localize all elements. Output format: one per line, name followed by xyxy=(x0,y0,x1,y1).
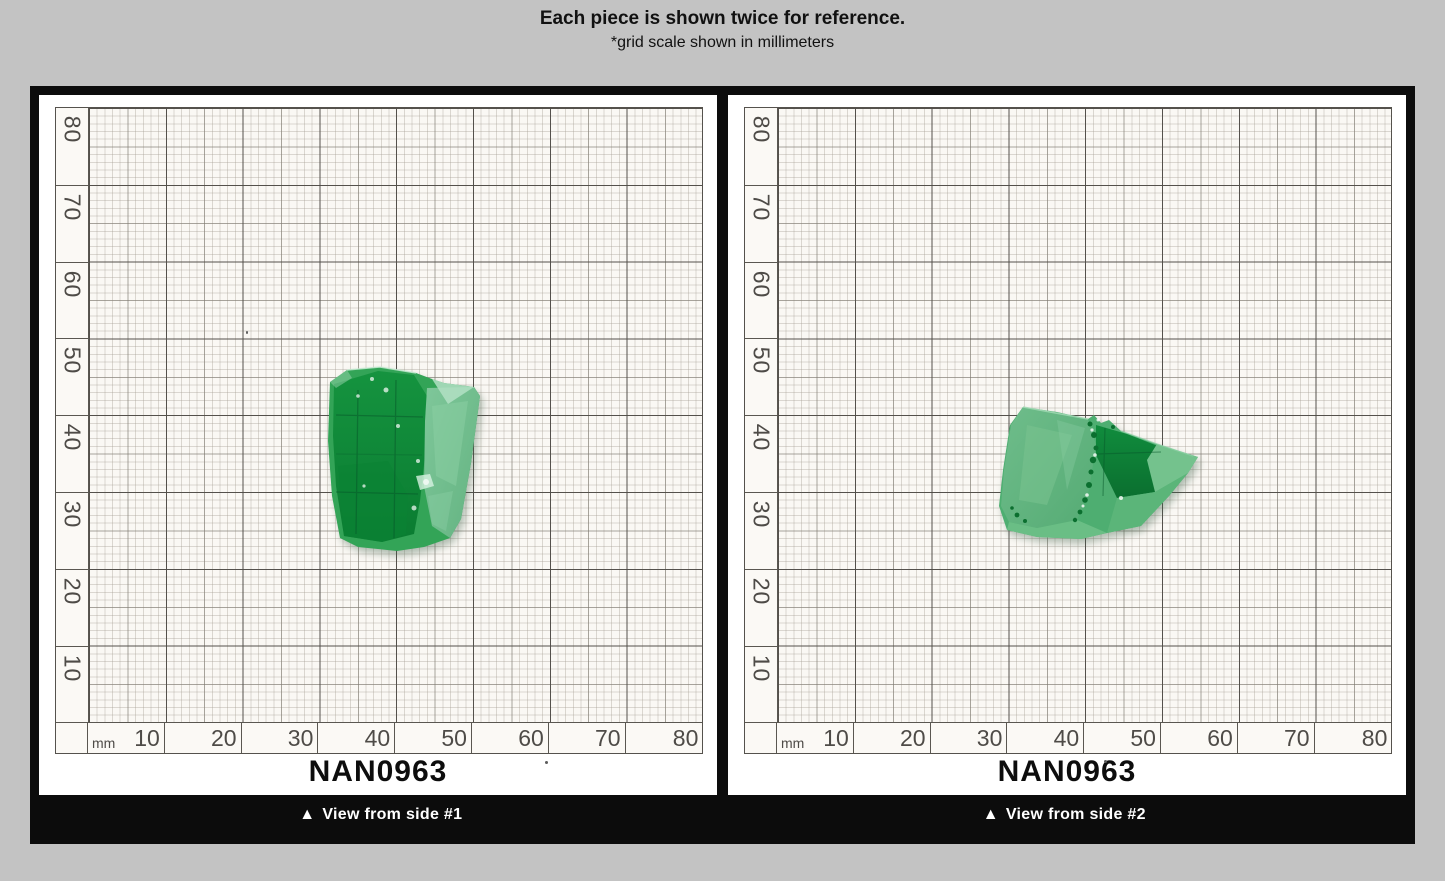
caption-text: View from side #1 xyxy=(322,806,463,823)
x-tick-label: 10 xyxy=(134,724,160,751)
y-tick-cell: 10 xyxy=(745,645,777,723)
y-tick-label: 70 xyxy=(748,193,775,222)
x-tick-label: 20 xyxy=(900,724,926,751)
x-tick-cell: 40 xyxy=(1007,723,1085,753)
x-tick-label: 20 xyxy=(211,724,237,751)
y-tick-cell: 60 xyxy=(745,261,777,339)
x-tick-label: 30 xyxy=(287,724,314,751)
y-tick-cell: 60 xyxy=(56,261,88,339)
mm-grid-side2 xyxy=(777,108,1392,723)
x-tick-cell: mm 10 xyxy=(88,723,165,753)
item-code-side1: NAN0963 xyxy=(308,755,448,788)
y-tick-label: 30 xyxy=(59,500,86,529)
item-code-side2: NAN0963 xyxy=(997,755,1137,788)
graph-paper-side2: 80 70 60 50 40 30 20 10 xyxy=(744,107,1393,755)
panel-side1: 80 70 60 50 40 30 20 10 xyxy=(39,95,717,795)
x-tick-cell: 80 xyxy=(1315,723,1392,753)
y-tick-cell: 20 xyxy=(745,568,777,646)
x-tick-label: 50 xyxy=(441,724,467,751)
dust-speck xyxy=(246,331,248,334)
gem-photo-side1 xyxy=(328,366,480,551)
photo-frame: 80 70 60 50 40 30 20 10 xyxy=(30,86,1415,844)
dust-speck xyxy=(545,761,548,764)
panels-row: 80 70 60 50 40 30 20 10 xyxy=(39,95,1406,795)
dust-speck xyxy=(1104,760,1107,763)
y-tick-cell: 50 xyxy=(56,338,88,415)
y-tick-label: 10 xyxy=(59,654,86,682)
y-tick-cell: 70 xyxy=(745,184,777,262)
y-tick-label: 60 xyxy=(748,270,775,298)
x-tick-label: 40 xyxy=(1053,724,1080,751)
x-axis-labels: mm 10 20 30 40 50 60 70 80 xyxy=(88,722,703,754)
x-tick-cell: 60 xyxy=(472,723,549,753)
x-tick-cell: 70 xyxy=(549,723,626,753)
y-tick-label: 50 xyxy=(59,347,86,375)
x-tick-cell: mm 10 xyxy=(777,723,854,753)
y-tick-label: 10 xyxy=(748,654,775,682)
x-tick-cell: 70 xyxy=(1238,723,1315,753)
y-tick-cell: 70 xyxy=(56,184,88,262)
y-tick-label: 60 xyxy=(59,270,86,298)
header-subtitle: *grid scale shown in millimeters xyxy=(610,33,835,51)
x-tick-label: 50 xyxy=(1130,724,1156,751)
y-tick-label: 80 xyxy=(748,115,775,144)
view-caption-side1: ▲ View from side #1 xyxy=(39,795,723,835)
y-axis-labels: 80 70 60 50 40 30 20 10 xyxy=(745,108,777,723)
x-tick-label: 60 xyxy=(1207,724,1233,751)
y-tick-cell: 30 xyxy=(745,491,777,569)
x-tick-label: 70 xyxy=(1283,724,1310,751)
x-tick-label: 80 xyxy=(1361,724,1388,751)
caption-text: View from side #2 xyxy=(1005,806,1146,823)
x-tick-cell: 80 xyxy=(626,723,703,753)
y-tick-label: 20 xyxy=(748,577,775,606)
x-tick-cell: 50 xyxy=(395,723,472,753)
x-tick-label: 70 xyxy=(594,724,621,751)
x-tick-cell: 50 xyxy=(1084,723,1161,753)
y-tick-cell: 20 xyxy=(56,568,88,646)
y-tick-label: 30 xyxy=(748,500,775,529)
y-tick-label: 80 xyxy=(59,115,86,144)
y-tick-label: 40 xyxy=(59,423,86,452)
x-tick-label: 40 xyxy=(364,724,391,751)
y-tick-cell: 30 xyxy=(56,491,88,569)
x-tick-label: 10 xyxy=(823,724,849,751)
x-tick-cell: 60 xyxy=(1161,723,1238,753)
x-tick-cell: 40 xyxy=(318,723,396,753)
page-header: Each piece is shown twice for reference.… xyxy=(0,0,1445,51)
y-tick-cell: 50 xyxy=(745,338,777,415)
gem-photo-side2 xyxy=(999,406,1198,539)
y-tick-label: 40 xyxy=(748,423,775,452)
y-tick-cell: 80 xyxy=(745,108,777,185)
unit-label: mm xyxy=(92,734,116,751)
x-tick-label: 80 xyxy=(672,724,699,751)
x-tick-cell: 20 xyxy=(854,723,931,753)
y-tick-label: 70 xyxy=(59,193,86,222)
x-tick-label: 60 xyxy=(518,724,544,751)
caption-bar: ▲ View from side #1 ▲ View from side #2 xyxy=(39,795,1406,835)
x-tick-cell: 30 xyxy=(242,723,319,753)
x-tick-cell: 20 xyxy=(165,723,242,753)
y-tick-cell: 40 xyxy=(745,415,777,492)
axis-corner-cell xyxy=(56,722,88,754)
up-triangle-icon: ▲ xyxy=(982,806,999,823)
y-tick-label: 20 xyxy=(59,577,86,606)
y-tick-cell: 40 xyxy=(56,415,88,492)
unit-label: mm xyxy=(781,734,805,751)
x-axis-labels: mm 10 20 30 40 50 60 70 80 xyxy=(777,722,1392,754)
panel-side2: 80 70 60 50 40 30 20 10 xyxy=(728,95,1406,795)
header-title: Each piece is shown twice for reference. xyxy=(539,8,906,29)
x-tick-label: 30 xyxy=(976,724,1003,751)
graph-paper-side1: 80 70 60 50 40 30 20 10 xyxy=(55,107,704,755)
panel-divider xyxy=(717,95,728,795)
axis-corner-cell xyxy=(745,722,777,754)
y-tick-cell: 10 xyxy=(56,645,88,723)
y-tick-cell: 80 xyxy=(56,108,88,185)
view-caption-side2: ▲ View from side #2 xyxy=(723,795,1407,835)
mm-grid-side1 xyxy=(88,108,703,723)
y-tick-label: 50 xyxy=(748,347,775,375)
up-triangle-icon: ▲ xyxy=(299,806,316,823)
y-axis-labels: 80 70 60 50 40 30 20 10 xyxy=(56,108,88,723)
x-tick-cell: 30 xyxy=(931,723,1008,753)
